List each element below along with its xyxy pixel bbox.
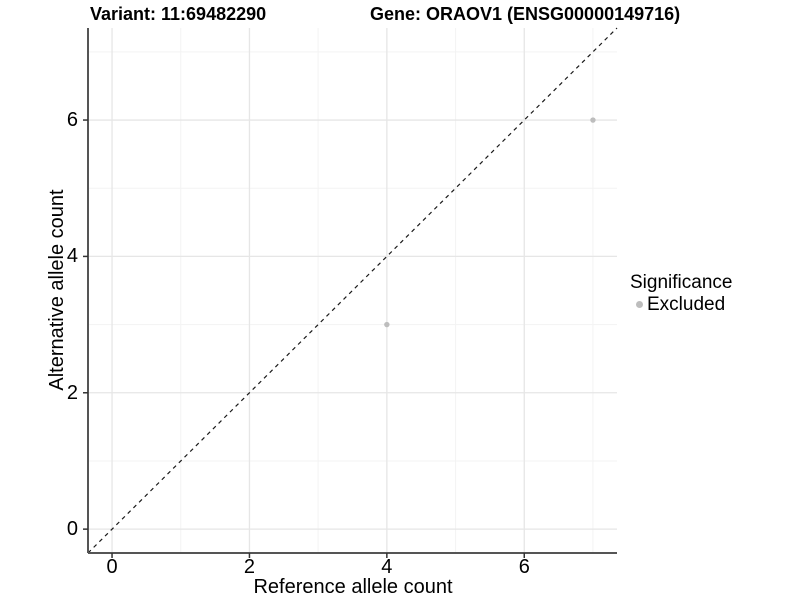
x-tick-label: 4	[381, 556, 393, 578]
gene-title: Gene: ORAOV1 (ENSG00000149716)	[370, 4, 681, 24]
legend: Significance Excluded	[630, 272, 790, 315]
y-tick-label: 2	[66, 381, 78, 404]
x-tick-label: 2	[243, 556, 255, 578]
data-point	[384, 321, 390, 328]
legend-item-label: Excluded	[647, 294, 726, 315]
x-axis-title: Reference allele count	[253, 576, 453, 598]
data-point	[590, 117, 596, 123]
legend-item-excluded: Excluded	[630, 294, 790, 315]
variant-title: Variant: 11:69482290	[90, 4, 267, 24]
x-tick-label: 0	[106, 556, 118, 578]
y-tick-label: 6	[66, 109, 78, 132]
excluded-point-icon	[636, 301, 643, 308]
y-tick-label: 4	[66, 245, 78, 268]
identity-dashed-line	[87, 27, 618, 554]
legend-title: Significance	[630, 272, 733, 293]
x-tick-label: 6	[518, 556, 530, 578]
y-tick-label: 0	[66, 518, 78, 541]
